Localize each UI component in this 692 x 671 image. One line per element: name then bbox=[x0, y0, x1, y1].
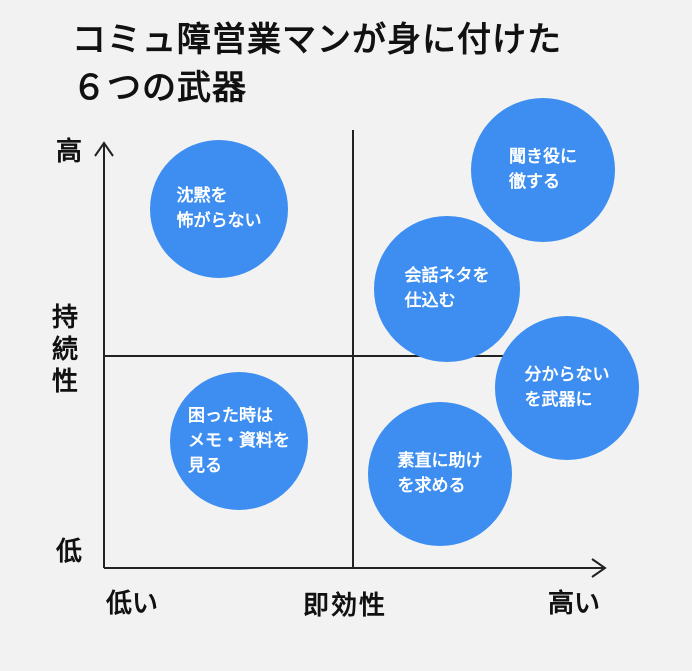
bubble-label: 会話ネタを 仕込む bbox=[404, 266, 490, 311]
x-axis-arrow bbox=[591, 558, 607, 578]
x-axis-high-label: 高い bbox=[548, 589, 601, 619]
bubble-ask-for-help: 素直に助け を求める bbox=[368, 402, 512, 546]
bubble-listener: 聞き役に 徹する bbox=[471, 98, 615, 242]
y-axis-arrow bbox=[94, 141, 114, 157]
bubble-label: 分からない を武器に bbox=[524, 365, 610, 410]
y-axis-high-label: 高 bbox=[56, 137, 83, 167]
bubble-not-knowing: 分からない を武器に bbox=[495, 316, 639, 460]
bubble-label: 聞き役に 徹する bbox=[509, 147, 577, 192]
diagram-title: コミュ障営業マンが身に付けた ６つの武器 bbox=[72, 20, 562, 108]
x-axis-low-label: 低い bbox=[106, 589, 159, 619]
bubble-conversation-topics: 会話ネタを 仕込む bbox=[374, 216, 520, 362]
bubble-label: 沈黙を 怖がらない bbox=[176, 186, 262, 231]
x-axis-title: 即効性 bbox=[303, 591, 388, 621]
y-axis-low-label: 低 bbox=[56, 537, 83, 567]
bubble-label: 素直に助け を求める bbox=[397, 451, 483, 496]
bubble-notes-materials: 困った時は メモ・資料を 見る bbox=[170, 372, 308, 510]
bubble-silence: 沈黙を 怖がらない bbox=[150, 140, 288, 278]
y-axis-title: 持 続 性 bbox=[52, 303, 79, 397]
bubble-label: 困った時は メモ・資料を 見る bbox=[188, 405, 290, 476]
